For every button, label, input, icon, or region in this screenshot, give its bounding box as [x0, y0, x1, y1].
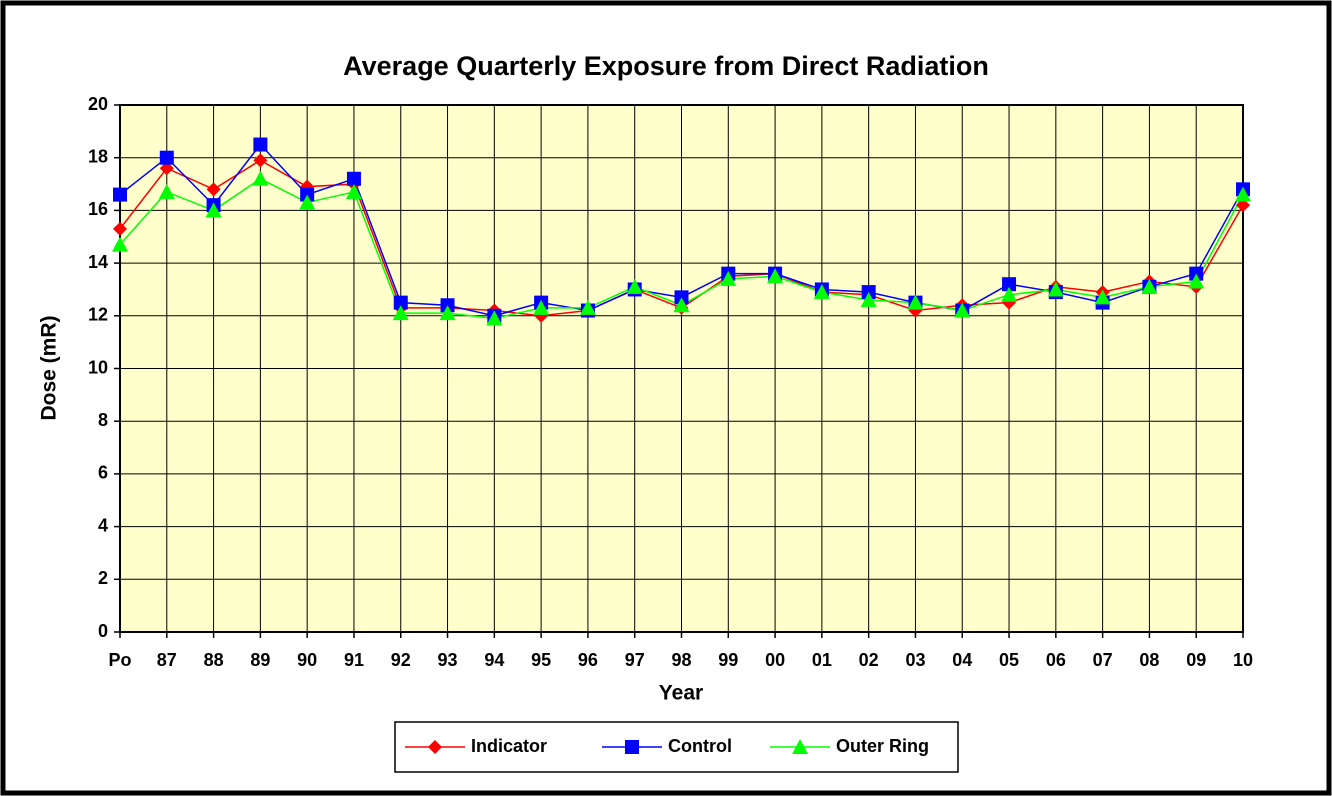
data-point: [392, 305, 409, 321]
y-tick-label: 14: [88, 252, 108, 272]
y-tick-label: 0: [98, 621, 108, 641]
data-point: [159, 150, 174, 165]
chart-title: Average Quarterly Exposure from Direct R…: [343, 51, 989, 81]
x-tick-label: 88: [204, 650, 224, 670]
x-tick-label: 09: [1186, 650, 1206, 670]
x-tick-label: 89: [250, 650, 270, 670]
x-tick-label: 07: [1093, 650, 1113, 670]
y-tick-label: 16: [88, 199, 108, 219]
legend-marker: [625, 740, 639, 754]
x-tick-label: 93: [438, 650, 458, 670]
x-tick-label: 99: [718, 650, 738, 670]
x-tick-label: 97: [625, 650, 645, 670]
data-point: [158, 183, 175, 199]
x-tick-label: 06: [1046, 650, 1066, 670]
y-tick-label: 8: [98, 410, 108, 430]
plot-border: [119, 104, 1244, 633]
data-point: [579, 299, 596, 315]
data-point: [1236, 198, 1250, 213]
data-point: [533, 299, 550, 315]
data-point: [720, 270, 737, 286]
data-point: [206, 182, 221, 197]
legend-label: Outer Ring: [836, 736, 929, 756]
data-point: [112, 236, 128, 252]
data-point: [299, 194, 316, 210]
data-point: [954, 302, 971, 318]
data-point: [439, 305, 456, 321]
x-tick-label: 92: [391, 650, 411, 670]
x-tick-label: 05: [999, 650, 1019, 670]
data-point: [1235, 186, 1251, 202]
y-tick-label: 4: [98, 515, 108, 535]
x-tick-label: 95: [531, 650, 551, 670]
x-tick-label: 03: [905, 650, 925, 670]
x-tick-label: 94: [484, 650, 504, 670]
x-tick-label: 87: [157, 650, 177, 670]
data-point: [253, 137, 268, 152]
y-tick-label: 12: [88, 305, 108, 325]
data-point: [1002, 277, 1017, 292]
data-point: [159, 161, 174, 176]
data-point: [813, 284, 830, 300]
x-tick-label: 01: [812, 650, 832, 670]
data-point: [486, 310, 503, 326]
data-point: [113, 221, 127, 236]
data-point: [1001, 286, 1018, 302]
y-tick-label: 10: [88, 357, 108, 377]
data-point: [673, 297, 690, 313]
data-point: [907, 294, 924, 310]
x-tick-label: Po: [108, 650, 131, 670]
x-tick-label: 02: [859, 650, 879, 670]
data-point: [205, 202, 222, 218]
data-point: [767, 268, 784, 284]
y-tick-label: 20: [88, 94, 108, 114]
legend-marker: [792, 739, 808, 754]
data-point: [346, 171, 361, 186]
data-point: [345, 183, 362, 199]
data-point: [1094, 289, 1111, 305]
x-tick-label: 90: [297, 650, 317, 670]
x-axis-label: Year: [659, 682, 703, 705]
data-point: [253, 153, 268, 168]
y-tick-label: 2: [98, 568, 108, 588]
x-tick-label: 98: [671, 650, 691, 670]
x-tick-label: 96: [578, 650, 598, 670]
legend-marker: [428, 740, 442, 754]
legend-box: [394, 721, 959, 773]
data-point: [626, 278, 643, 294]
data-point: [113, 187, 127, 202]
legend-label: Control: [668, 736, 732, 756]
x-tick-label: 08: [1139, 650, 1159, 670]
x-tick-label: 00: [765, 650, 785, 670]
data-point: [860, 291, 877, 307]
x-tick-label: 10: [1233, 650, 1253, 670]
y-axis-label: Dose (mR): [38, 315, 61, 420]
data-point: [1141, 278, 1158, 294]
data-point: [393, 295, 408, 310]
data-point: [1188, 273, 1205, 289]
x-tick-label: 91: [344, 650, 364, 670]
legend-label: Indicator: [471, 736, 547, 756]
data-point: [252, 170, 269, 186]
x-tick-label: 04: [952, 650, 972, 670]
y-tick-label: 18: [88, 146, 108, 166]
y-tick-label: 6: [98, 463, 108, 483]
data-point: [1047, 281, 1064, 297]
